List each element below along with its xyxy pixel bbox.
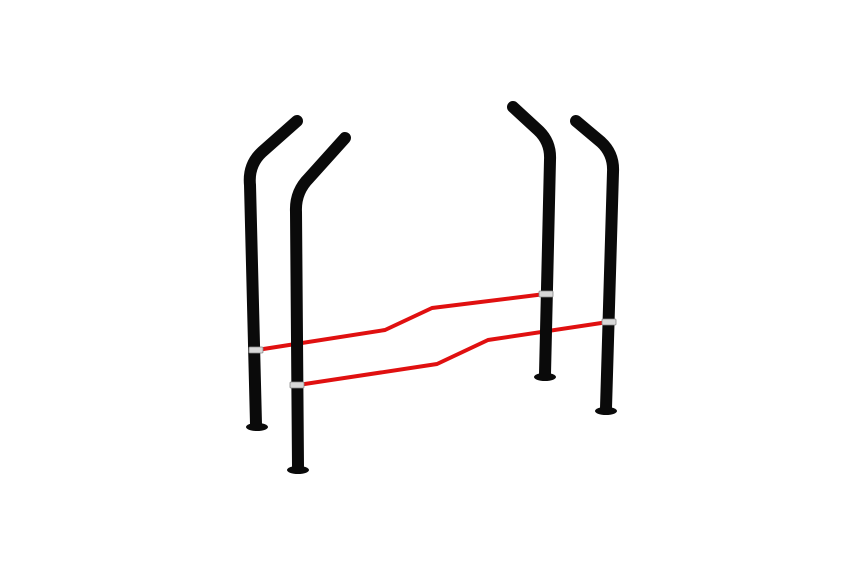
base-plate bbox=[534, 373, 556, 381]
clamp bbox=[289, 381, 305, 389]
posts bbox=[243, 101, 620, 472]
base-plate bbox=[595, 407, 617, 415]
clamp bbox=[538, 290, 554, 298]
base-plate bbox=[287, 466, 309, 474]
clamp bbox=[601, 318, 617, 326]
post-back-right bbox=[507, 101, 557, 380]
post-front-right bbox=[570, 115, 620, 414]
rail-back bbox=[256, 292, 546, 352]
base-plates bbox=[246, 373, 617, 474]
base-plate bbox=[246, 423, 268, 431]
clamps bbox=[248, 290, 617, 389]
post-front-left bbox=[289, 132, 351, 472]
clamp bbox=[248, 346, 264, 354]
post-back-left bbox=[243, 115, 303, 430]
